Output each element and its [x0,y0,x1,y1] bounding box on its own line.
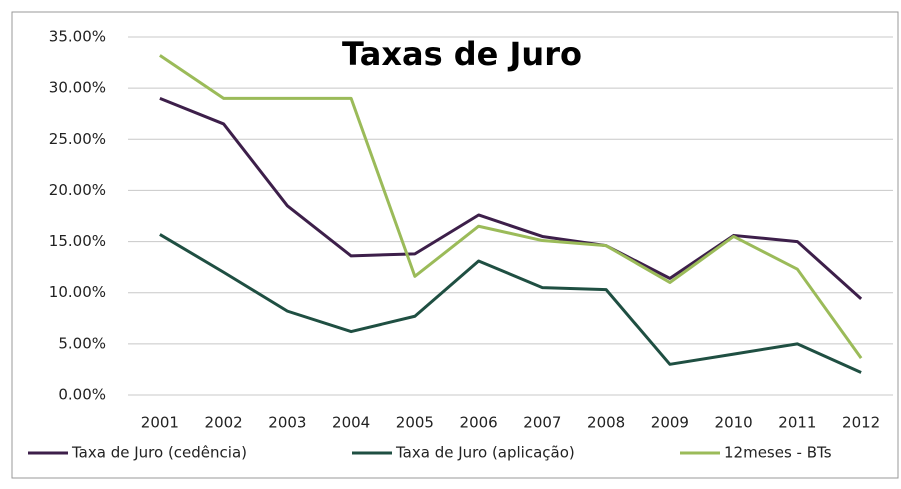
x-tick-label: 2007 [523,414,561,432]
x-tick-label: 2008 [587,414,625,432]
y-tick-label: 35.00% [49,28,106,46]
x-tick-label: 2003 [268,414,306,432]
legend-label: 12meses - BTs [724,444,832,462]
x-tick-label: 2011 [778,414,816,432]
y-tick-label: 25.00% [49,130,106,148]
chart-title: Taxas de Juro [342,35,582,73]
x-tick-label: 2001 [141,414,179,432]
x-tick-label: 2005 [396,414,434,432]
series-line [159,233,862,374]
y-tick-label: 10.00% [49,283,106,301]
x-tick-label: 2002 [205,414,243,432]
x-tick-label: 2006 [460,414,498,432]
y-tick-label: 20.00% [49,181,106,199]
x-tick-label: 2010 [715,414,753,432]
series-line [159,96,863,300]
x-tick-label: 2012 [842,414,880,432]
series-line [159,54,863,360]
x-tick-label: 2004 [332,414,370,432]
y-tick-label: 0.00% [58,386,106,404]
legend-label: Taxa de Juro (cedência) [71,444,247,462]
x-tick-label: 2009 [651,414,689,432]
y-tick-label: 30.00% [49,79,106,97]
y-tick-label: 15.00% [49,232,106,250]
y-tick-label: 5.00% [58,334,106,352]
legend-label: Taxa de Juro (aplicação) [395,444,575,462]
